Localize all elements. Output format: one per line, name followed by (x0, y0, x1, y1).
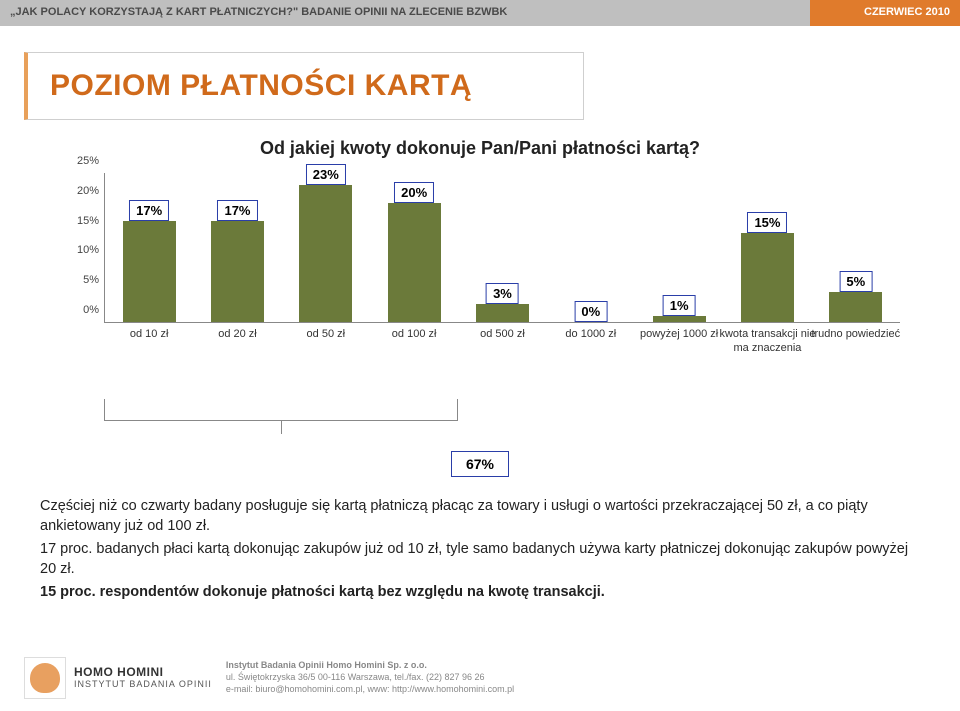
ytick: 25% (61, 155, 99, 167)
bar (476, 304, 529, 322)
top-bar: „JAK POLACY KORZYSTAJĄ Z KART PŁATNICZYC… (0, 0, 960, 26)
bar (123, 221, 176, 322)
paragraph-3: 15 proc. respondentów dokonuje płatności… (40, 583, 920, 603)
bar-value-label: 0% (574, 301, 607, 322)
ytick: 15% (61, 215, 99, 227)
bar-column: 17%od 10 zł (105, 173, 193, 322)
bracket-summary: 67% (451, 451, 509, 477)
bar-category-label: trudno powiedzieć (803, 322, 909, 342)
chart-area: 0%5%10%15%20%25%17%od 10 zł17%od 20 zł23… (104, 173, 900, 323)
bar-value-label: 5% (839, 271, 872, 292)
bar-value-label: 1% (663, 295, 696, 316)
logo-text: HOMO HOMINI INSTYTUT BADANIA OPINII (74, 666, 212, 689)
ytick: 20% (61, 185, 99, 197)
bar-column: 23%od 50 zł (282, 173, 370, 322)
title-box: POZIOM PŁATNOŚCI KARTĄ (24, 52, 584, 120)
bar (211, 221, 264, 322)
bar-value-label: 20% (394, 182, 434, 203)
bar-column: 5%trudno powiedzieć (812, 173, 900, 322)
paragraph-2: 17 proc. badanych płaci kartą dokonując … (40, 540, 920, 579)
bar (388, 203, 441, 322)
bar (829, 292, 882, 322)
bar-column: 15%kwota transakcji nie ma znaczenia (723, 173, 811, 322)
bar-column: 17%od 20 zł (193, 173, 281, 322)
bar-value-label: 23% (306, 164, 346, 185)
logo-icon (24, 657, 66, 699)
bar (299, 185, 352, 322)
bar-value-label: 17% (217, 200, 257, 221)
chart: 0%5%10%15%20%25%17%od 10 zł17%od 20 zł23… (60, 173, 900, 403)
bar-column: 3%od 500 zł (458, 173, 546, 322)
bar-column: 1%powyżej 1000 zł (635, 173, 723, 322)
bar-value-label: 3% (486, 283, 519, 304)
topbar-left: „JAK POLACY KORZYSTAJĄ Z KART PŁATNICZYC… (0, 0, 810, 26)
page-title: POZIOM PŁATNOŚCI KARTĄ (50, 69, 561, 103)
paragraph-1: Częściej niż co czwarty badany posługuje… (40, 497, 920, 536)
bracket (104, 399, 458, 421)
bar-column: 20%od 100 zł (370, 173, 458, 322)
topbar-right: CZERWIEC 2010 (810, 0, 960, 26)
bar-value-label: 17% (129, 200, 169, 221)
logo: HOMO HOMINI INSTYTUT BADANIA OPINII (24, 657, 212, 699)
bar (741, 233, 794, 322)
ytick: 10% (61, 244, 99, 256)
footer-info: Instytut Badania Opinii Homo Homini Sp. … (226, 660, 514, 695)
ytick: 0% (61, 304, 99, 316)
ytick: 5% (61, 274, 99, 286)
chart-title: Od jakiej kwoty dokonuje Pan/Pani płatno… (0, 138, 960, 159)
bar-value-label: 15% (747, 212, 787, 233)
footer: HOMO HOMINI INSTYTUT BADANIA OPINII Inst… (24, 657, 936, 699)
body-text: Częściej niż co czwarty badany posługuje… (40, 497, 920, 603)
bar-column: 0%do 1000 zł (547, 173, 635, 322)
